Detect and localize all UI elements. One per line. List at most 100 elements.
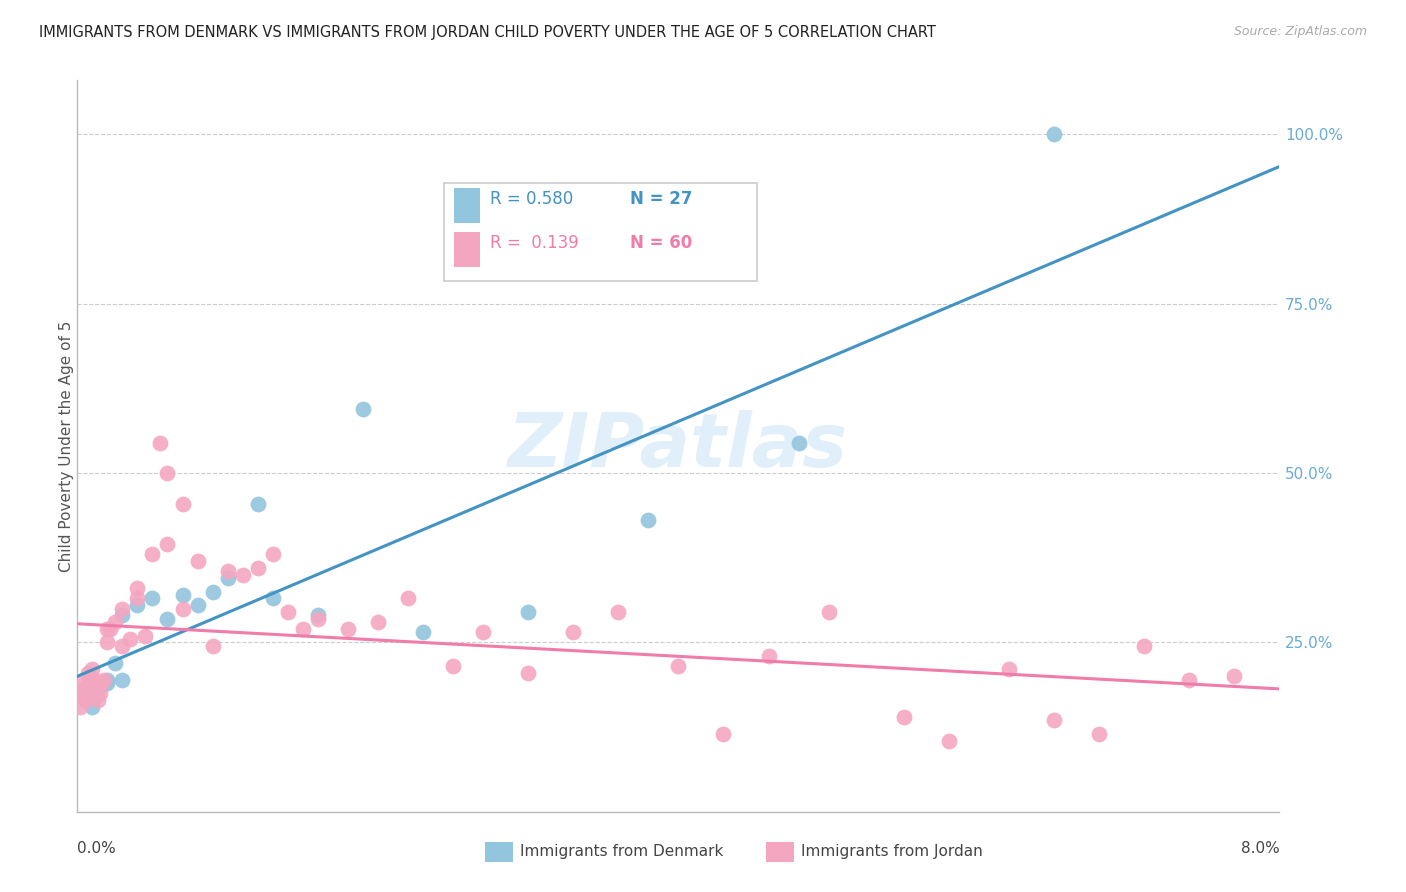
Point [262, 591, 284, 606]
Point [90, 676, 112, 690]
Point [1133, 639, 1156, 653]
Point [668, 659, 690, 673]
Text: ZIPatlas: ZIPatlas [509, 409, 848, 483]
Point [336, 622, 359, 636]
Point [217, 564, 239, 578]
Point [472, 625, 495, 640]
Point [79, 673, 101, 687]
Point [713, 727, 735, 741]
Point [84, 690, 107, 704]
Point [562, 625, 585, 640]
Point [82, 699, 104, 714]
Point [1223, 669, 1246, 683]
Point [1043, 128, 1066, 142]
FancyBboxPatch shape [444, 183, 756, 282]
Text: Immigrants from Jordan: Immigrants from Jordan [801, 845, 983, 859]
Point [141, 547, 163, 561]
Point [111, 639, 134, 653]
Point [79, 682, 101, 697]
Point [217, 571, 239, 585]
Point [127, 598, 149, 612]
Point [291, 622, 314, 636]
Point [134, 629, 156, 643]
Point [998, 663, 1021, 677]
Point [172, 588, 194, 602]
Point [1178, 673, 1201, 687]
Point [156, 612, 179, 626]
Point [307, 612, 329, 626]
Point [367, 615, 389, 629]
Point [76, 665, 98, 680]
Point [1088, 727, 1111, 741]
Point [201, 584, 224, 599]
Point [72, 686, 94, 700]
Point [277, 605, 299, 619]
Point [118, 632, 141, 646]
Point [262, 547, 284, 561]
Text: 8.0%: 8.0% [1240, 841, 1279, 856]
Point [96, 673, 118, 687]
Point [111, 601, 134, 615]
Point [96, 676, 118, 690]
Point [127, 581, 149, 595]
Text: Immigrants from Denmark: Immigrants from Denmark [520, 845, 724, 859]
Point [80, 680, 103, 694]
Point [75, 693, 97, 707]
Point [141, 591, 163, 606]
Point [67, 676, 90, 690]
Point [111, 673, 134, 687]
Point [307, 608, 329, 623]
Text: 0.0%: 0.0% [77, 841, 117, 856]
Y-axis label: Child Poverty Under the Age of 5: Child Poverty Under the Age of 5 [59, 320, 73, 572]
FancyBboxPatch shape [454, 188, 479, 223]
FancyBboxPatch shape [454, 232, 479, 267]
Point [893, 710, 915, 724]
Point [69, 699, 91, 714]
Point [104, 656, 127, 670]
Text: R = 0.580: R = 0.580 [489, 190, 572, 208]
Point [73, 693, 96, 707]
Text: N = 60: N = 60 [630, 234, 693, 252]
Point [246, 561, 269, 575]
Point [93, 673, 115, 687]
Point [89, 680, 111, 694]
Point [70, 682, 93, 697]
Point [441, 659, 464, 673]
Point [96, 635, 118, 649]
Text: R =  0.139: R = 0.139 [489, 234, 578, 252]
Point [69, 686, 91, 700]
Point [517, 605, 540, 619]
Point [156, 537, 179, 551]
Point [607, 605, 630, 619]
Point [232, 567, 254, 582]
Point [787, 435, 810, 450]
Point [412, 625, 434, 640]
Point [89, 686, 111, 700]
Point [817, 605, 839, 619]
Text: N = 27: N = 27 [630, 190, 693, 208]
Point [82, 663, 104, 677]
Point [187, 554, 209, 568]
Point [637, 514, 659, 528]
Point [100, 622, 122, 636]
Point [517, 665, 540, 680]
Point [352, 401, 374, 416]
Point [156, 466, 179, 480]
Text: Source: ZipAtlas.com: Source: ZipAtlas.com [1233, 25, 1367, 38]
Point [172, 601, 194, 615]
Point [1043, 714, 1066, 728]
Point [396, 591, 419, 606]
Point [96, 622, 118, 636]
Point [111, 608, 134, 623]
Point [104, 615, 127, 629]
Point [246, 497, 269, 511]
Point [172, 497, 194, 511]
Point [73, 690, 96, 704]
Point [201, 639, 224, 653]
Point [938, 733, 960, 747]
Text: IMMIGRANTS FROM DENMARK VS IMMIGRANTS FROM JORDAN CHILD POVERTY UNDER THE AGE OF: IMMIGRANTS FROM DENMARK VS IMMIGRANTS FR… [39, 25, 936, 40]
Point [149, 435, 172, 450]
Point [84, 673, 107, 687]
Point [758, 648, 780, 663]
Point [87, 693, 110, 707]
